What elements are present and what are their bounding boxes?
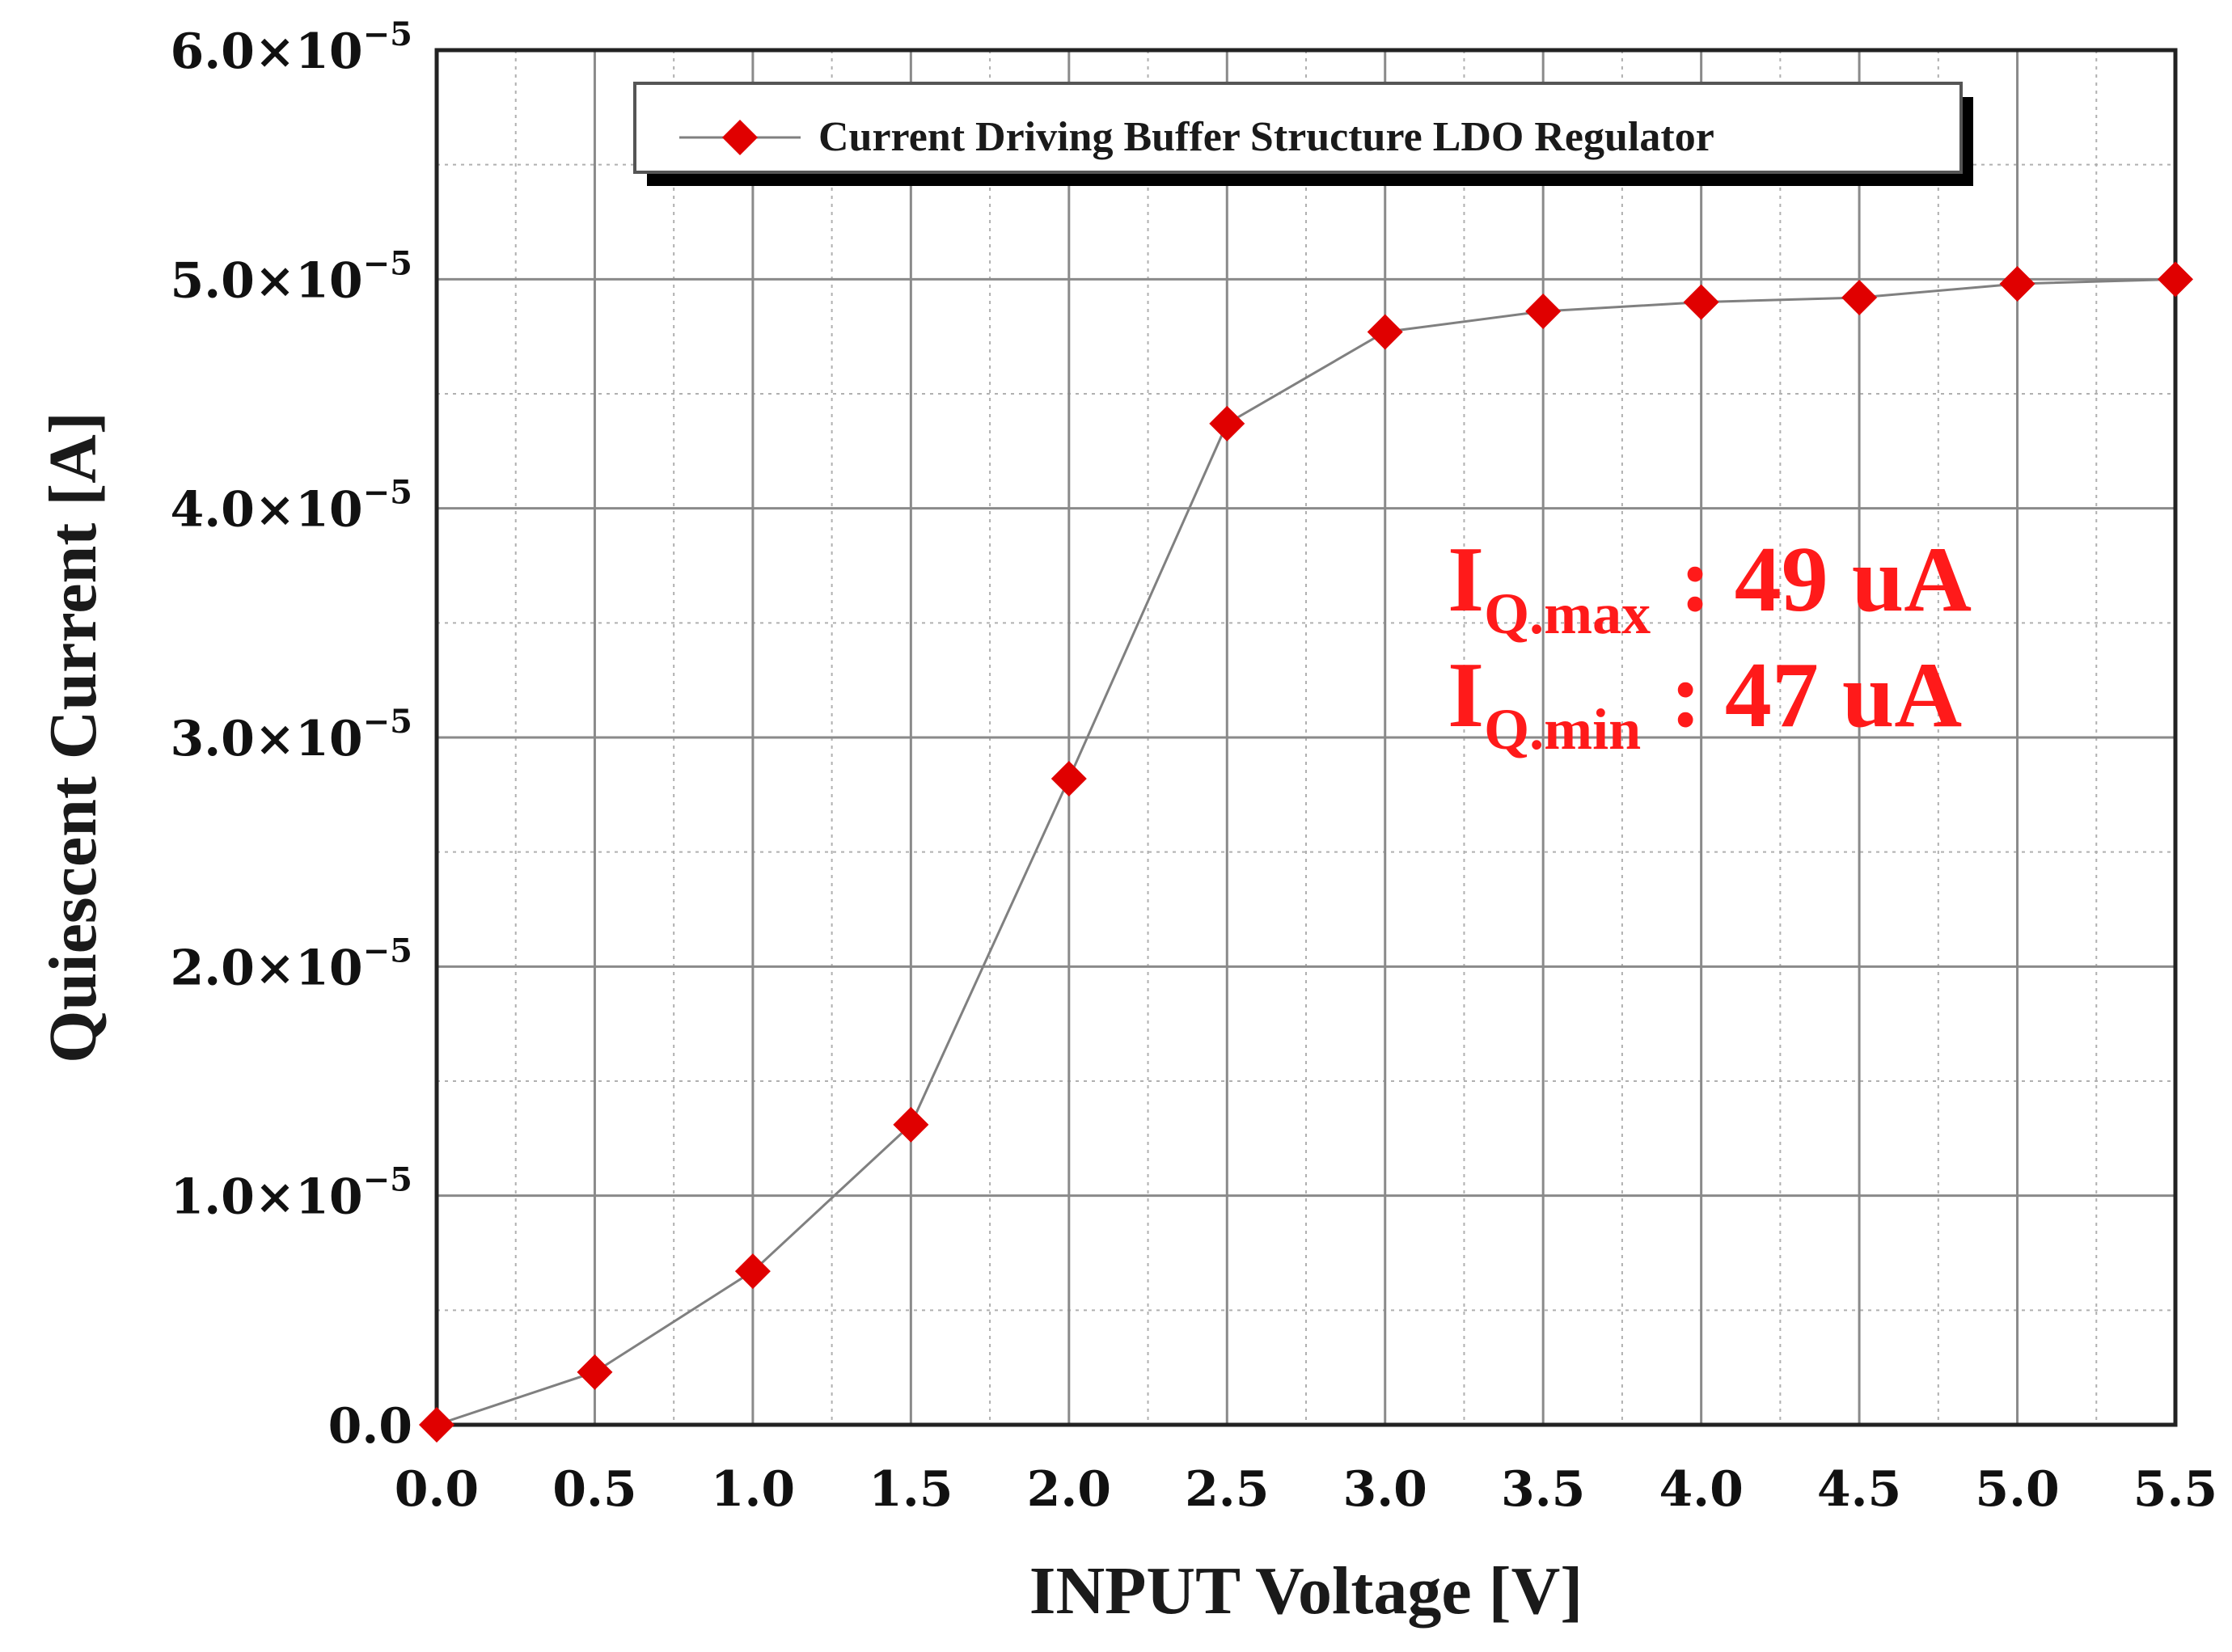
data-point-marker bbox=[1841, 280, 1878, 315]
data-point-marker bbox=[1999, 266, 2035, 302]
y-tick-label: 6.0×10−5 bbox=[170, 15, 412, 80]
major-gridlines bbox=[437, 50, 2175, 1425]
x-tick-label: 1.0 bbox=[711, 1461, 795, 1518]
legend: Current Driving Buffer Structure LDO Reg… bbox=[633, 82, 1973, 186]
legend-label: Current Driving Buffer Structure LDO Reg… bbox=[818, 114, 1714, 160]
y-tick-label: 0.0 bbox=[328, 1398, 412, 1455]
legend-box bbox=[633, 82, 1963, 174]
x-tick-label: 1.5 bbox=[869, 1461, 953, 1518]
series-line bbox=[436, 277, 2176, 1426]
data-point-marker bbox=[1525, 294, 1562, 329]
x-tick-label: 0.0 bbox=[395, 1461, 479, 1518]
y-tick-label: 1.0×10−5 bbox=[170, 1161, 412, 1226]
x-tick-label: 3.0 bbox=[1343, 1461, 1427, 1518]
iq-max-annotation: IQ.max: 49 uA bbox=[1448, 528, 1972, 646]
data-point-marker bbox=[734, 1253, 771, 1290]
x-axis-title: INPUT Voltage [V] bbox=[1029, 1553, 1583, 1629]
x-tick-label: 4.0 bbox=[1659, 1461, 1743, 1518]
data-point-marker bbox=[2158, 261, 2193, 298]
iq-annotations: IQ.max: 49 uA IQ.min: 47 uA bbox=[1448, 528, 1972, 762]
x-tick-label: 3.5 bbox=[1501, 1461, 1585, 1518]
data-point-marker bbox=[1367, 314, 1403, 350]
x-tick-label: 4.5 bbox=[1817, 1461, 1901, 1518]
y-tick-label: 3.0×10−5 bbox=[170, 703, 412, 767]
y-axis-title: Quiescent Current [A] bbox=[36, 412, 111, 1063]
legend-marker-diamond bbox=[722, 120, 758, 155]
data-point-marker bbox=[1050, 761, 1087, 796]
data-point-marker bbox=[419, 1407, 454, 1443]
y-tick-label: 5.0×10−5 bbox=[170, 244, 412, 309]
iq-min-annotation: IQ.min: 47 uA bbox=[1448, 644, 1962, 762]
data-point-marker bbox=[893, 1106, 929, 1143]
x-tick-label: 5.5 bbox=[2133, 1461, 2217, 1518]
x-tick-label: 2.5 bbox=[1185, 1461, 1269, 1518]
plot-area-border bbox=[434, 48, 2178, 1427]
x-tick-label: 5.0 bbox=[1975, 1461, 2059, 1518]
y-tick-label: 2.0×10−5 bbox=[170, 932, 412, 996]
y-tick-label: 4.0×10−5 bbox=[170, 474, 412, 539]
x-tick-label: 0.5 bbox=[552, 1461, 636, 1518]
x-axis-tick-labels: 0.0 0.5 1.0 1.5 2.0 2.5 3.0 3.5 4.0 4.5 5.0 5.5 bbox=[395, 1461, 2217, 1518]
data-point-marker bbox=[1683, 284, 1719, 320]
series-markers bbox=[419, 261, 2193, 1443]
data-point-marker bbox=[1209, 405, 1245, 442]
data-point-marker bbox=[577, 1354, 613, 1390]
x-tick-label: 2.0 bbox=[1027, 1461, 1111, 1518]
y-axis-tick-labels: 0.0 1.0×10−5 2.0×10−5 3.0×10−5 4.0×10−5 5.0×1… bbox=[170, 15, 412, 1455]
